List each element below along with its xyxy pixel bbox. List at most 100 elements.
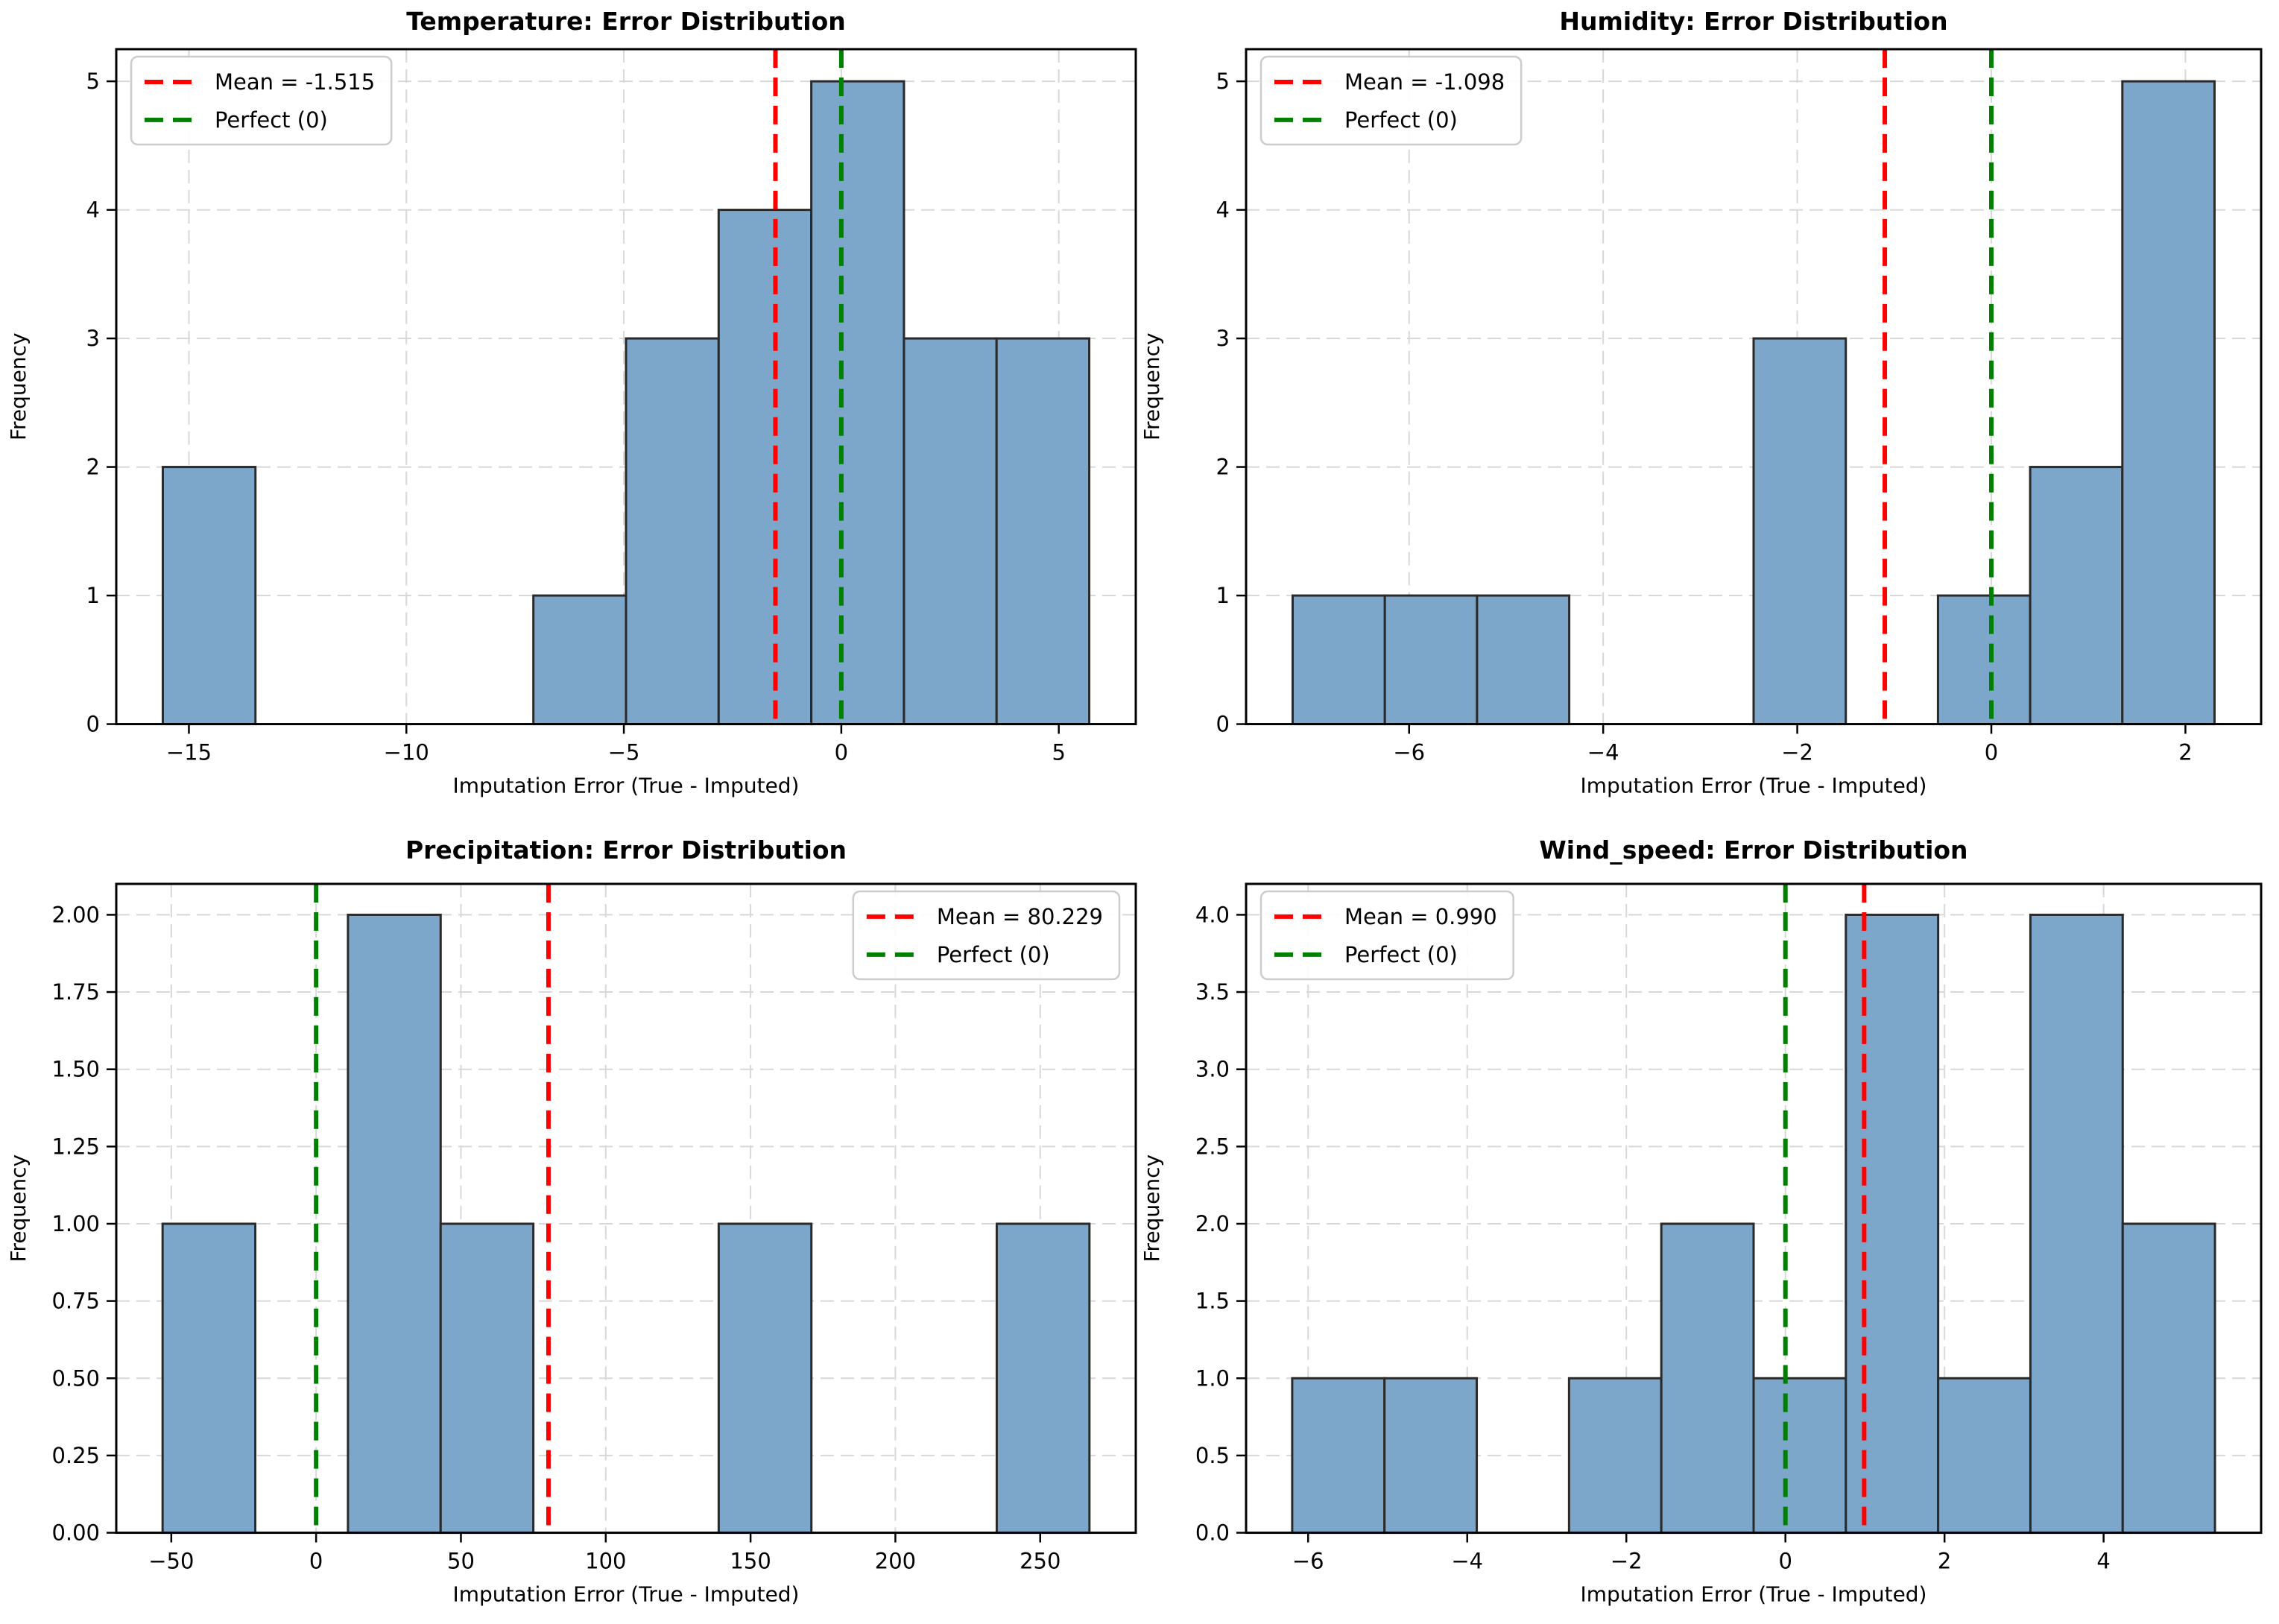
- y-tick-label: 2.00: [51, 902, 100, 927]
- y-axis: 0 1 2 3 4 5: [1216, 69, 1246, 737]
- histogram-bar: [1660, 1222, 1755, 1534]
- plot-border: [1245, 48, 2263, 726]
- x-tick-label: 5: [1052, 740, 1065, 765]
- legend-mean-label: Mean = 0.990: [1344, 903, 1497, 929]
- chart-title: Humidity: Error Distribution: [1559, 7, 1947, 36]
- legend-perfect-label: Perfect (0): [1344, 107, 1458, 133]
- histogram-bar: [995, 1222, 1091, 1534]
- y-tick-label: 3.5: [1195, 979, 1230, 1005]
- y-tick-label: 1.00: [51, 1210, 100, 1236]
- y-tick-label: 4.0: [1195, 902, 1230, 927]
- y-tick-label: 1: [86, 583, 100, 608]
- x-axis-label: Imputation Error (True - Imputed): [453, 1582, 800, 1606]
- legend-mean-label: Mean = -1.098: [1344, 69, 1505, 95]
- chart-title: Temperature: Error Distribution: [406, 7, 846, 36]
- histogram-bar: [1937, 1377, 2032, 1534]
- y-tick-label: 0.0: [1195, 1520, 1230, 1545]
- x-axis: −6 −4 −2 0 2 4: [1292, 1532, 2111, 1573]
- legend-mean-label: Mean = 80.229: [937, 903, 1103, 929]
- histogram-bar: [532, 594, 628, 726]
- histogram-bar: [717, 209, 813, 726]
- x-tick-label: −2: [1611, 1548, 1643, 1573]
- x-tick-label: −10: [384, 740, 429, 765]
- x-tick-label: −5: [608, 740, 640, 765]
- histogram-bar: [995, 337, 1091, 726]
- y-tick-label: 1.75: [51, 979, 100, 1005]
- y-tick-label: 4: [1216, 198, 1230, 223]
- histogram-bar: [2029, 913, 2124, 1534]
- histogram-bar: [347, 913, 442, 1534]
- legend-perfect-label: Perfect (0): [937, 941, 1050, 967]
- histogram-bar: [439, 1222, 535, 1534]
- x-tick-label: 250: [1020, 1548, 1061, 1573]
- x-axis: −50 0 50 100 150 200 250: [148, 1532, 1061, 1573]
- x-tick-label: −6: [1393, 740, 1425, 765]
- legend-mean-label: Mean = -1.515: [215, 69, 375, 95]
- histogram-bar: [1291, 1377, 1386, 1534]
- histogram-bar: [161, 1222, 257, 1534]
- x-tick-label: 50: [447, 1548, 475, 1573]
- y-tick-label: 5: [1216, 69, 1230, 94]
- histogram-bar: [161, 466, 257, 726]
- y-axis-label: Frequency: [6, 1154, 31, 1262]
- histogram-bar: [1752, 1377, 1847, 1534]
- y-tick-label: 2: [86, 455, 100, 480]
- x-tick-label: 0: [1778, 1548, 1792, 1573]
- y-tick-label: 0.25: [51, 1442, 100, 1467]
- legend-perfect-label: Perfect (0): [215, 107, 328, 133]
- plot-border: [1245, 882, 2263, 1534]
- y-tick-label: 0.00: [51, 1520, 100, 1545]
- precipitation-histogram: −50 0 50 100 150 200 250 0.00 0.25 0.50 0.75 1.00 1.…: [6, 835, 1137, 1606]
- histogram-bar: [2121, 1222, 2216, 1534]
- y-tick-label: 3.0: [1195, 1056, 1230, 1081]
- x-axis-label: Imputation Error (True - Imputed): [1581, 1582, 1927, 1606]
- y-tick-label: 2.0: [1195, 1210, 1230, 1236]
- x-tick-label: −6: [1292, 1548, 1324, 1573]
- x-tick-label: −50: [148, 1548, 194, 1573]
- y-tick-label: 0.50: [51, 1365, 100, 1391]
- histogram-bar: [2029, 466, 2124, 726]
- histogram-bar: [625, 337, 720, 726]
- x-tick-label: 2: [2178, 740, 2192, 765]
- y-tick-label: 1.50: [51, 1056, 100, 1081]
- legend-box: [1259, 55, 1523, 146]
- y-tick-label: 0.5: [1195, 1442, 1230, 1467]
- chart-cell-temperature: −15 −10 −5 0 5 0 1 2 3 4 5 Temperature: Error Distr…: [0, 0, 1140, 812]
- grid: [116, 883, 1136, 1534]
- chart-title: Wind_speed: Error Distribution: [1539, 835, 1967, 864]
- chart-cell-humidity: −6 −4 −2 0 2 0 1 2 3 4 5 Humidity: Error Distributi…: [1140, 0, 2279, 812]
- y-tick-label: 1.25: [51, 1134, 100, 1159]
- histogram-bar: [1476, 594, 1571, 726]
- plot-border: [115, 48, 1137, 726]
- histogram-bars: [1292, 80, 2216, 726]
- chart-cell-precipitation: −50 0 50 100 150 200 250 0.00 0.25 0.50 0.75 1.00 1.…: [0, 812, 1140, 1624]
- humidity-histogram: −6 −4 −2 0 2 0 1 2 3 4 5 Humidity: Error Distributi…: [1140, 7, 2263, 798]
- histogram-bar: [2121, 80, 2216, 726]
- histogram-bars: [161, 913, 1091, 1534]
- x-tick-label: 4: [2096, 1548, 2110, 1573]
- legend: Mean = 0.990 Perfect (0): [1259, 890, 1514, 980]
- y-tick-label: 0.75: [51, 1288, 100, 1313]
- legend: Mean = -1.515 Perfect (0): [130, 55, 393, 146]
- chart-title: Precipitation: Error Distribution: [405, 835, 847, 864]
- legend-box: [130, 55, 393, 146]
- y-tick-label: 1.0: [1195, 1365, 1230, 1391]
- x-axis-label: Imputation Error (True - Imputed): [453, 774, 800, 798]
- x-axis-label: Imputation Error (True - Imputed): [1581, 774, 1927, 798]
- temperature-histogram: −15 −10 −5 0 5 0 1 2 3 4 5 Temperature: Error Distr…: [6, 7, 1137, 798]
- legend: Mean = -1.098 Perfect (0): [1259, 55, 1523, 146]
- legend-perfect-label: Perfect (0): [1344, 941, 1458, 967]
- y-axis: 0.00 0.25 0.50 0.75 1.00 1.25 1.50 1.75 2.00: [51, 902, 116, 1545]
- histogram-bar: [1383, 594, 1479, 726]
- x-tick-label: −2: [1781, 740, 1813, 765]
- y-tick-label: 3: [1216, 326, 1230, 351]
- wind-speed-histogram: −6 −4 −2 0 2 4 0.0 0.5 1.0 1.5 2.0 2.5 3.0 3.5 4.0 Wind…: [1140, 835, 2263, 1606]
- x-axis: −6 −4 −2 0 2: [1393, 724, 2193, 765]
- x-tick-label: −4: [1587, 740, 1619, 765]
- histogram-bar: [717, 1222, 813, 1534]
- y-tick-label: 0: [86, 712, 100, 737]
- histogram-bar: [1292, 594, 1386, 726]
- x-tick-label: 100: [585, 1548, 626, 1573]
- y-tick-label: 2.5: [1195, 1134, 1230, 1159]
